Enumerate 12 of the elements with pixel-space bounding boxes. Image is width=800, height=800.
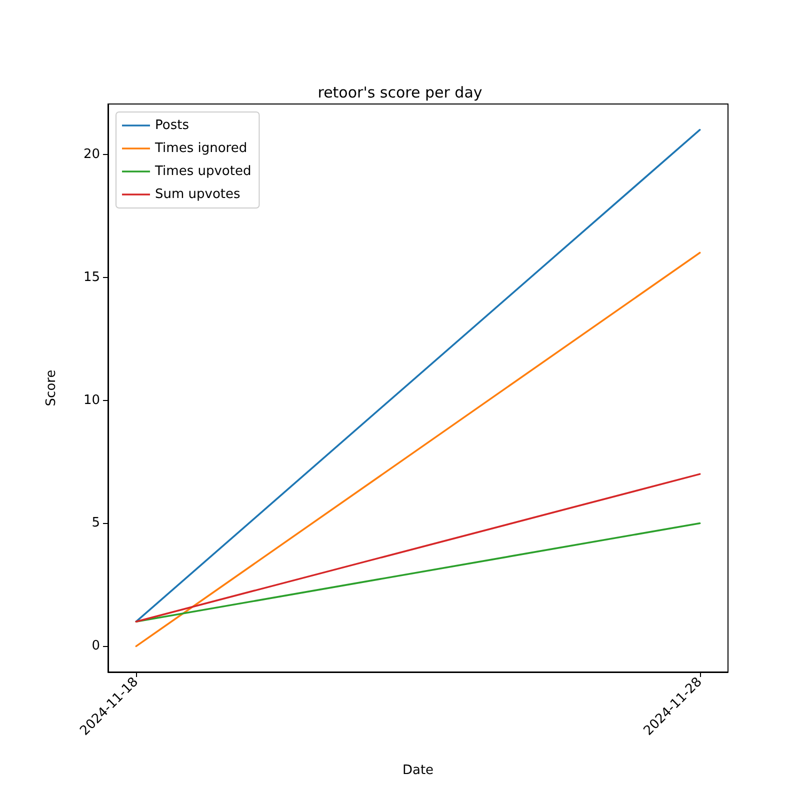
legend-label: Sum upvotes bbox=[155, 187, 241, 202]
legend-label: Times upvoted bbox=[154, 164, 252, 179]
y-tick-label: 10 bbox=[83, 392, 100, 408]
y-axis-title: Score bbox=[44, 370, 59, 406]
y-tick-label: 5 bbox=[92, 516, 100, 531]
chart-title: retoor's score per day bbox=[318, 84, 482, 102]
legend-label: Posts bbox=[155, 118, 190, 133]
x-axis-title: Date bbox=[402, 763, 434, 778]
y-tick-label: 20 bbox=[83, 146, 100, 162]
y-tick-label: 0 bbox=[92, 638, 100, 654]
legend-label: Times ignored bbox=[154, 141, 248, 156]
y-tick-label: 15 bbox=[83, 270, 100, 285]
